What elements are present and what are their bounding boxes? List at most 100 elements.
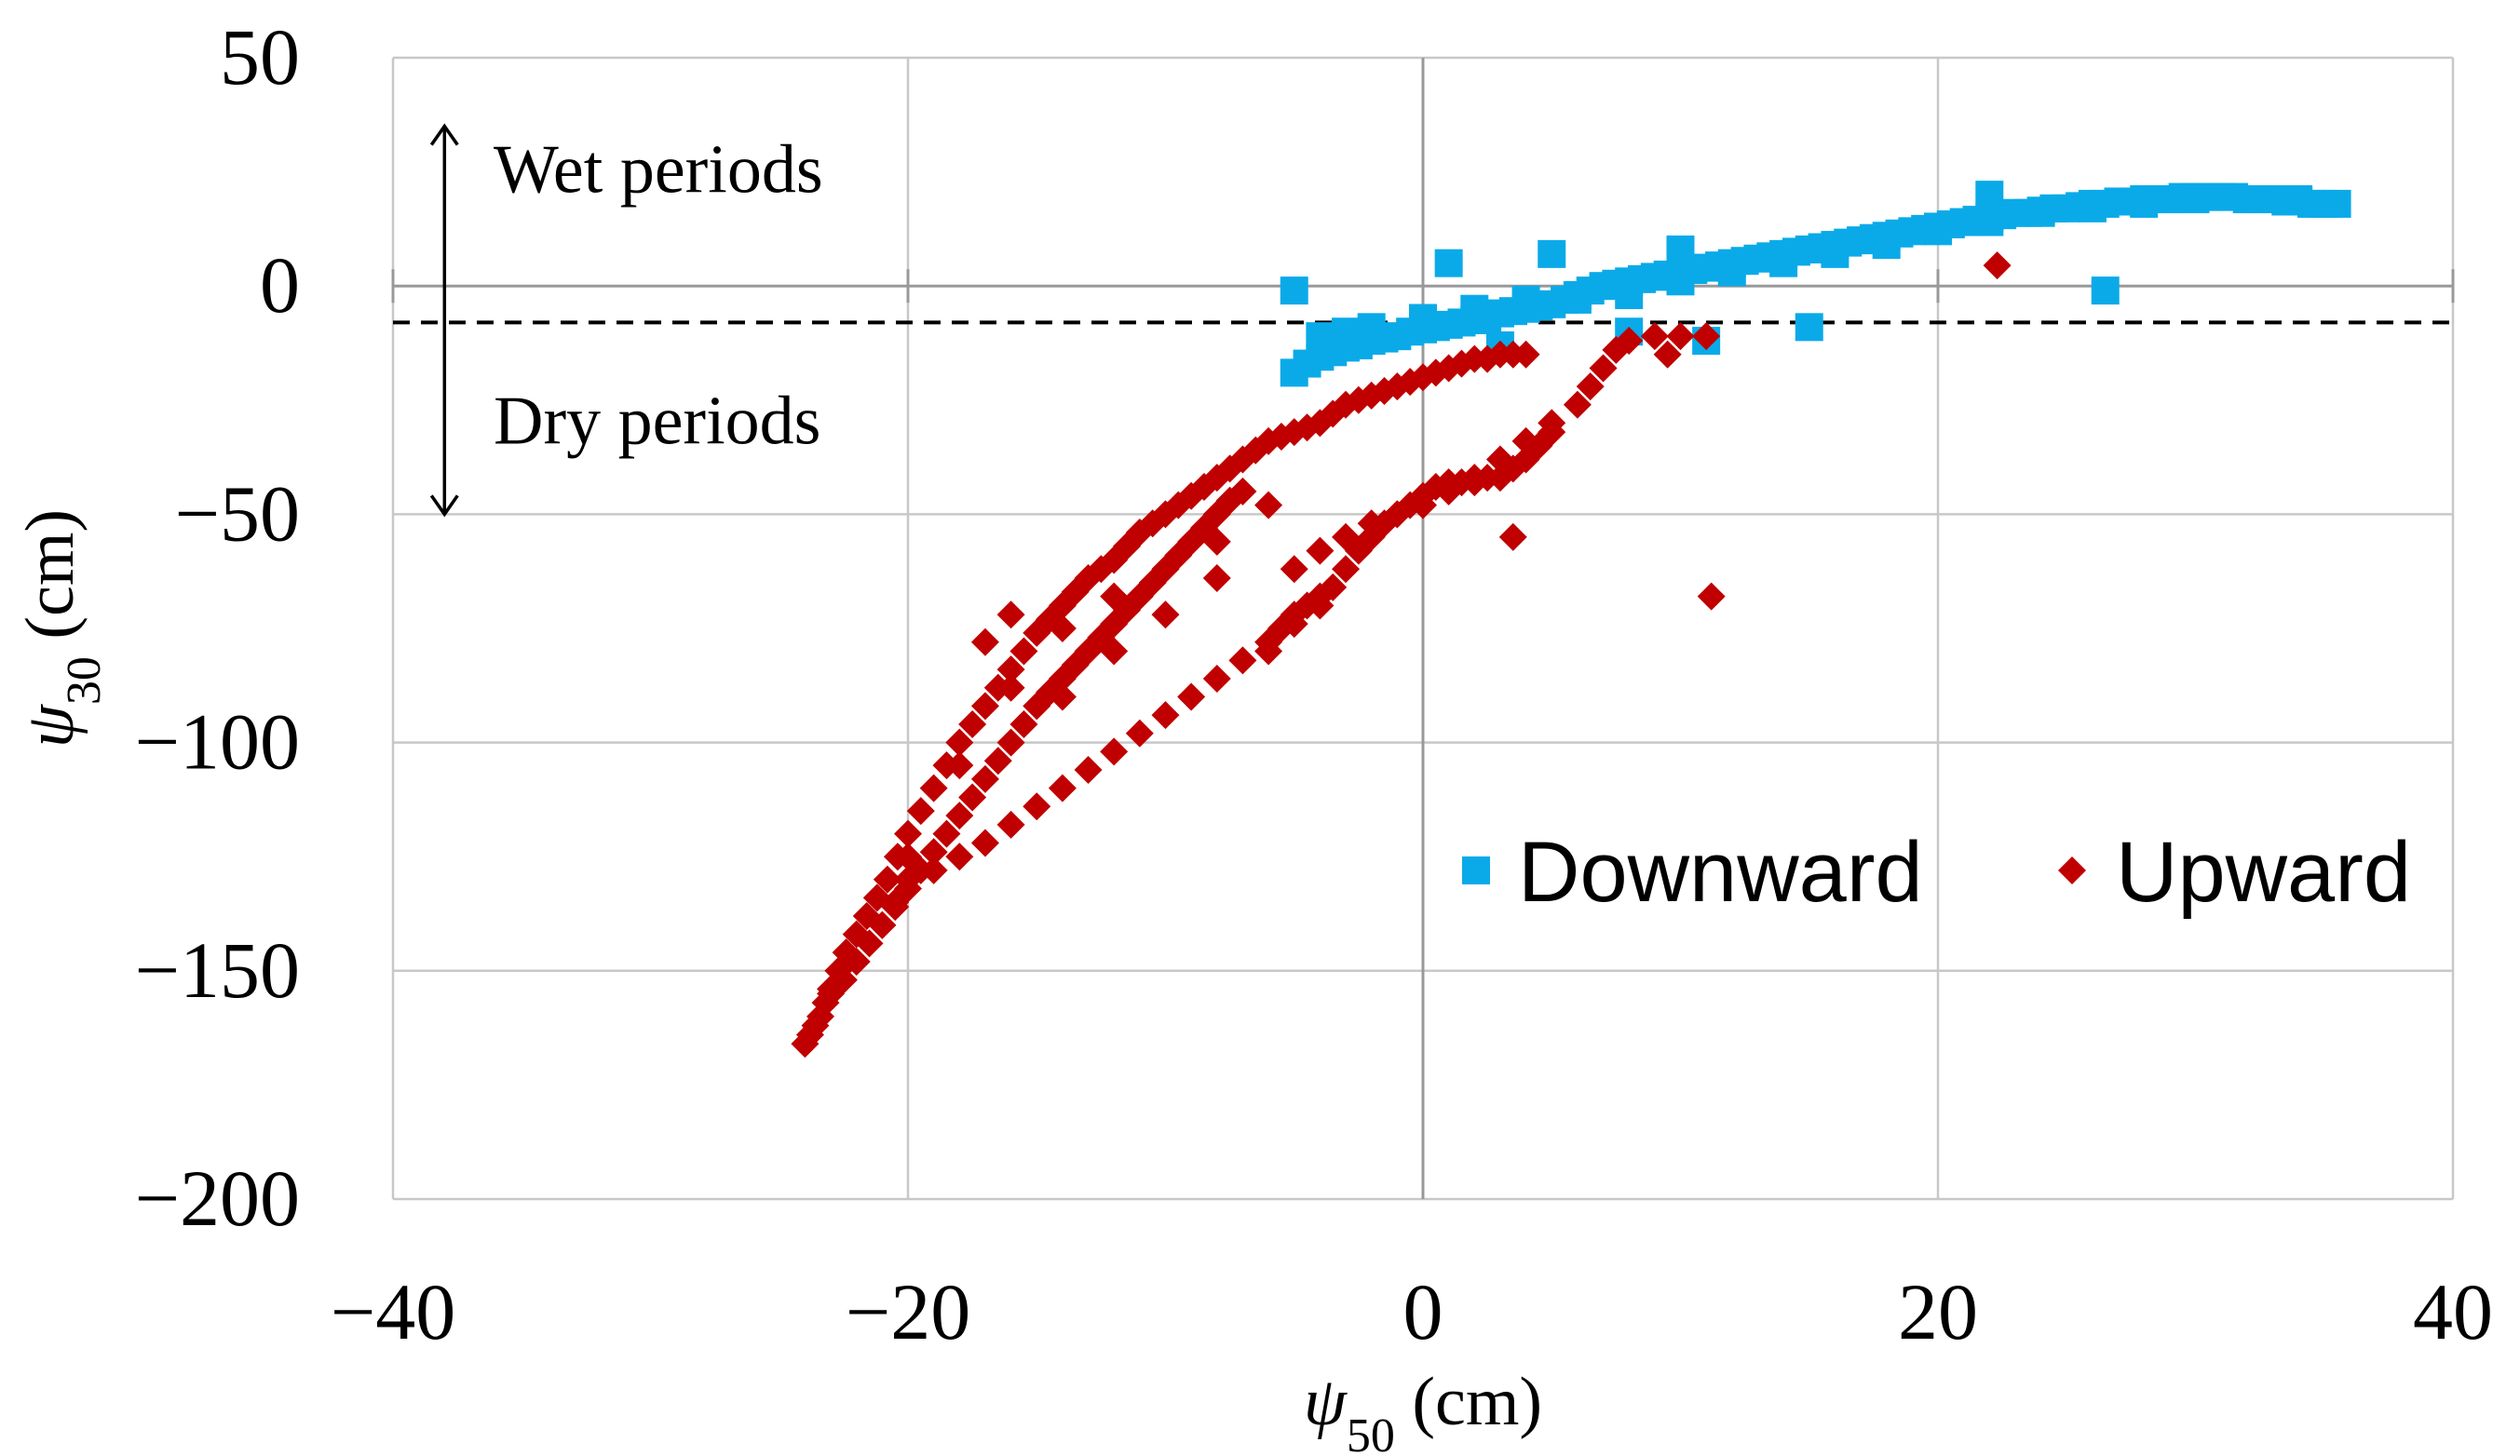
upward-point [1009, 637, 1038, 666]
downward-point [1280, 276, 1308, 305]
downward-point [1460, 294, 1489, 323]
downward-point [1332, 317, 1361, 346]
downward-point [1821, 239, 1849, 268]
arrow-head-up-icon [429, 123, 459, 146]
upward-point [1228, 477, 1257, 506]
upward-point [1100, 637, 1129, 666]
upward-point [1202, 664, 1231, 693]
tick-labels: 500−50−100−150−200−40 −20 0 20 40 [134, 12, 2493, 1356]
upward-point [906, 797, 935, 826]
period-annotation: Wet periods Dry periods [429, 123, 823, 518]
y-tick-label: −150 [134, 925, 300, 1015]
dry-periods-label: Dry periods [494, 383, 820, 459]
downward-point [2232, 185, 2261, 214]
upward-point [1498, 522, 1527, 551]
upward-point [868, 910, 897, 939]
downward-point [1975, 208, 2004, 236]
upward-point [1254, 491, 1283, 519]
arrow-head-down-icon [429, 494, 459, 518]
y-axis-title: ψ30 (cm) [12, 509, 111, 748]
upward-point [1100, 737, 1129, 766]
y-tick-label: −100 [134, 697, 300, 787]
upward-point [1177, 682, 1206, 711]
upward-point [1485, 445, 1514, 474]
downward-point [1409, 303, 1437, 332]
upward-point [855, 929, 884, 958]
downward-point [1615, 281, 1644, 310]
downward-point [1357, 313, 1386, 342]
downward-point [1538, 239, 1566, 268]
upward-point [970, 692, 999, 721]
y-tick-label: −50 [174, 468, 300, 558]
upward-point [1202, 527, 1231, 556]
upward-point [970, 829, 999, 857]
downward-point [2078, 194, 2107, 222]
upward-point [1409, 491, 1437, 519]
x-tick-label: 0 [1403, 1267, 1443, 1356]
downward-point [2181, 185, 2210, 214]
wet-periods-label: Wet periods [494, 132, 823, 209]
upward-point [1306, 536, 1335, 565]
upward-point [1319, 573, 1348, 601]
upward-point [1576, 372, 1605, 401]
upward-point [1125, 719, 1154, 748]
upward-point [945, 802, 974, 830]
downward-point [2323, 189, 2351, 218]
x-tick-label: 20 [1898, 1267, 1978, 1356]
downward-point [1306, 322, 1335, 351]
upward-point [894, 819, 922, 848]
x-axis-subscript: 50 [1347, 1409, 1395, 1456]
upward-point [1615, 327, 1644, 356]
y-axis-symbol: ψ [12, 703, 88, 748]
upward-point [1640, 322, 1669, 351]
y-axis-unit: (cm) [12, 509, 88, 656]
legend: Downward Upward [1462, 825, 2411, 920]
upward-point [919, 774, 948, 802]
upward-point [1697, 582, 1726, 611]
x-tick-label: −40 [331, 1267, 456, 1356]
downward-point [1666, 235, 1695, 263]
x-tick-label: −20 [846, 1267, 971, 1356]
legend-swatch-downward [1462, 856, 1490, 884]
upward-point [1048, 774, 1077, 802]
upward-point [1332, 522, 1361, 551]
downward-point [1717, 258, 1746, 287]
downward-point [2091, 276, 2120, 305]
upward-point [970, 764, 999, 793]
upward-point [1151, 600, 1180, 629]
y-axis-subscript: 30 [58, 656, 111, 705]
downward-point [2130, 189, 2159, 218]
upward-point [958, 783, 987, 812]
upward-point [1692, 322, 1721, 351]
upward-point [958, 709, 987, 738]
upward-point [829, 965, 858, 994]
upward-point [919, 838, 948, 867]
downward-point [1975, 181, 2004, 209]
upward-point [1048, 682, 1077, 711]
downward-point [2284, 185, 2313, 214]
downward-point [1795, 313, 1823, 342]
y-tick-label: 50 [220, 12, 300, 101]
upward-point [1563, 390, 1592, 419]
upward-point [1383, 500, 1412, 529]
upward-point [919, 856, 948, 884]
upward-point [1009, 709, 1038, 738]
upward-point [894, 865, 922, 894]
upward-point [1511, 426, 1540, 455]
upward-point [1538, 409, 1566, 438]
legend-swatch-upward [2058, 856, 2086, 884]
upward-point [1228, 646, 1257, 675]
upward-point [1074, 756, 1103, 785]
upward-point [1511, 340, 1540, 369]
upward-point [1151, 555, 1180, 584]
downward-point [1872, 231, 1901, 260]
upward-point [1434, 477, 1463, 506]
upward-point [1485, 464, 1514, 492]
y-tick-label: −200 [134, 1153, 300, 1243]
upward-point [945, 843, 974, 871]
upward-point [1202, 564, 1231, 593]
upward-point [1202, 464, 1231, 492]
upward-point [881, 888, 910, 917]
upward-point [970, 627, 999, 656]
x-tick-label: 40 [2413, 1267, 2493, 1356]
